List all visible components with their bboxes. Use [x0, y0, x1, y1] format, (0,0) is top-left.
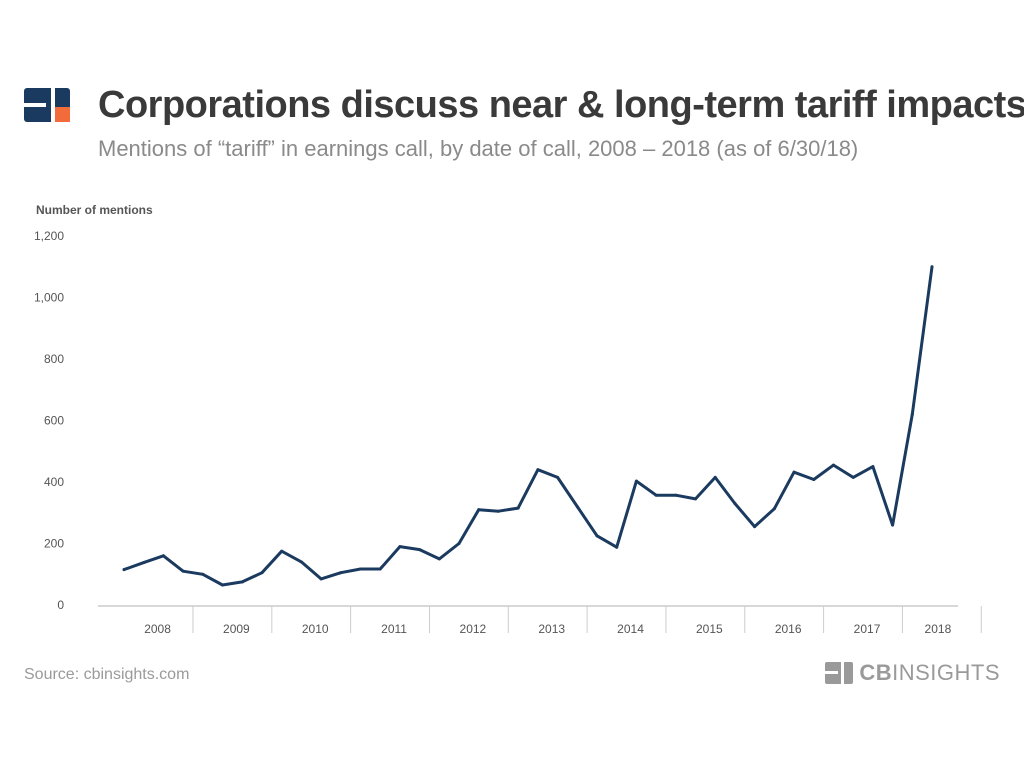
data-point [694, 497, 698, 501]
data-point [891, 523, 895, 527]
x-tick-label: 2009 [223, 622, 250, 636]
source-note: Source: cbinsights.com [24, 666, 190, 683]
y-tick-label: 0 [57, 598, 64, 612]
x-tick-label: 2014 [617, 622, 644, 636]
data-point [477, 508, 481, 512]
y-axis-label: Number of mentions [36, 203, 153, 217]
x-tick-label: 2017 [854, 622, 881, 636]
data-point [812, 478, 816, 482]
brand-mark-gap-left [825, 671, 839, 674]
brand-wordmark-light: INSIGHTS [892, 660, 1000, 685]
x-tick-label: 2018 [925, 622, 952, 636]
cb-insights-logo-icon [24, 88, 70, 122]
logo-orange-block [55, 107, 70, 122]
logo-gap-vertical [51, 88, 55, 122]
data-point [437, 557, 441, 561]
data-point [339, 571, 343, 575]
y-tick-label: 1,000 [34, 291, 64, 305]
data-point [142, 561, 146, 565]
data-point [595, 534, 599, 538]
data-point [910, 412, 914, 416]
x-tick-label: 2010 [302, 622, 329, 636]
logo-gap-left [24, 103, 46, 107]
data-point [240, 580, 244, 584]
data-point [713, 475, 717, 479]
chart-subtitle: Mentions of “tariff” in earnings call, b… [98, 136, 859, 161]
x-tick-label: 2013 [538, 622, 565, 636]
data-point [792, 470, 796, 474]
brand-wordmark: CBINSIGHTS [859, 660, 1000, 686]
x-tick-label: 2016 [775, 622, 802, 636]
x-tick-label: 2015 [696, 622, 723, 636]
data-point [575, 505, 579, 509]
line-chart: Number of mentions 0 200 400 600 800 1,000 1,20… [34, 203, 982, 636]
data-point [319, 577, 323, 581]
data-point [457, 542, 461, 545]
y-tick-label: 800 [44, 352, 64, 366]
data-point [299, 560, 303, 564]
y-tick-label: 600 [44, 414, 64, 428]
data-point [634, 479, 638, 483]
data-point [358, 567, 362, 571]
data-point [772, 507, 776, 511]
data-point [122, 568, 126, 572]
cb-brand-mark-icon [825, 662, 854, 684]
data-point [516, 506, 520, 510]
data-point [930, 265, 934, 269]
data-point [831, 463, 835, 467]
data-point [496, 509, 500, 513]
x-tick-label: 2012 [460, 622, 487, 636]
data-point [871, 465, 875, 469]
data-point [280, 549, 284, 553]
x-tick-label: 2011 [381, 622, 407, 636]
data-point [201, 572, 205, 576]
data-point [181, 569, 185, 573]
data-point [536, 468, 540, 472]
y-tick-label: 200 [44, 537, 64, 551]
data-point [851, 475, 855, 479]
data-point [418, 548, 422, 552]
y-tick-label: 1,200 [34, 229, 64, 243]
data-point [260, 571, 264, 575]
brand-wordmark-bold: CB [859, 660, 893, 685]
chart-title: Corporations discuss near & long-term ta… [98, 84, 1024, 126]
data-point [733, 502, 737, 506]
brand-logo: CBINSIGHTS [825, 660, 1000, 686]
data-point [654, 493, 658, 497]
series-line [122, 265, 934, 587]
x-tick-label: 2008 [144, 622, 171, 636]
data-point [674, 493, 678, 497]
data-point [161, 554, 165, 558]
brand-mark-block [825, 662, 854, 684]
data-point [556, 475, 560, 479]
data-point [615, 545, 619, 549]
data-point [753, 525, 757, 529]
data-point [221, 583, 225, 587]
data-point [398, 545, 402, 549]
data-point [378, 567, 382, 571]
y-tick-label: 400 [44, 475, 64, 489]
brand-mark-gap-vertical [841, 662, 845, 684]
